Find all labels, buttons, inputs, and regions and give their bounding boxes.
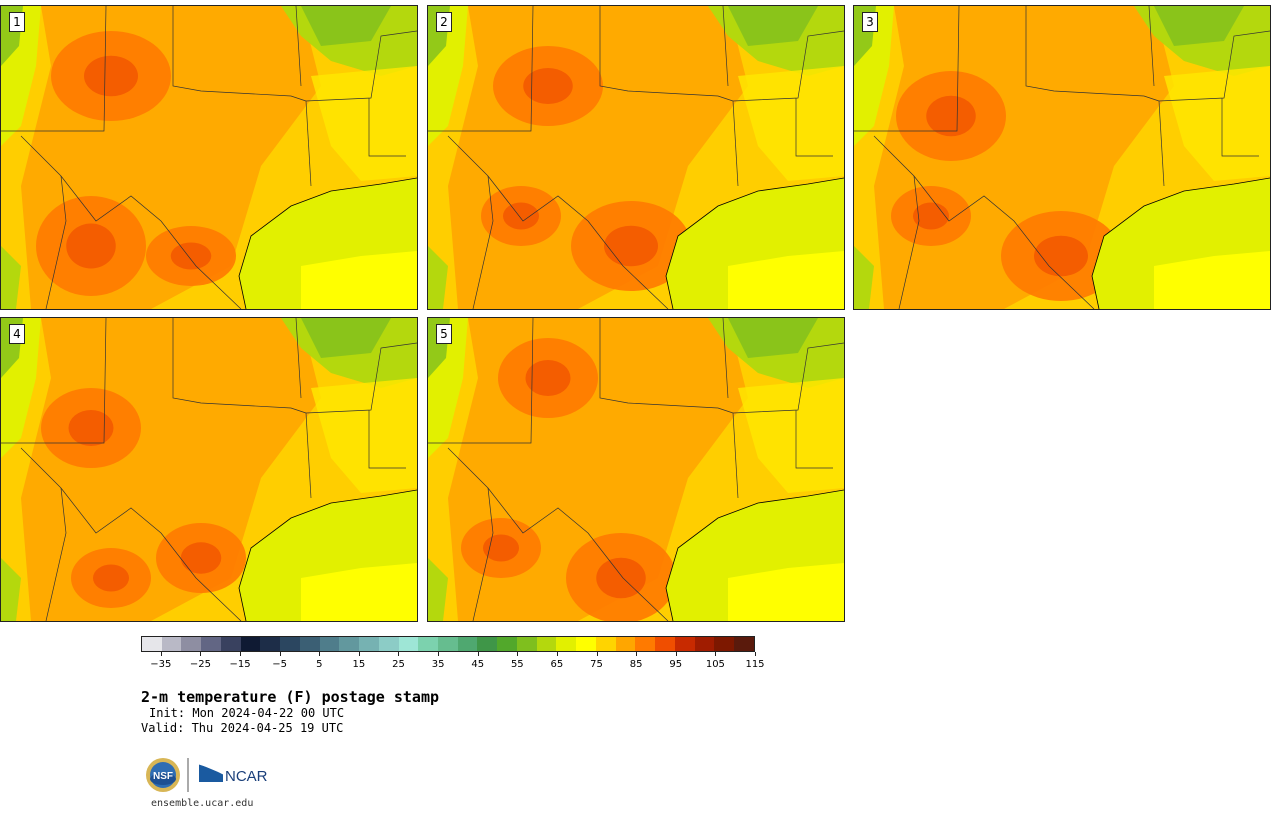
colorbar-swatch [674, 637, 695, 651]
colorbar-swatch [418, 637, 439, 651]
stamp-panel-5: 5 [427, 317, 845, 622]
colorbar-tick-label: 15 [352, 659, 366, 670]
colorbar-tick [279, 652, 281, 656]
site-url: ensemble.ucar.edu [151, 798, 254, 809]
map-title: 2-m temperature (F) postage stamp [141, 688, 440, 706]
colorbar-tick [596, 652, 598, 656]
colorbar-swatch [181, 637, 202, 651]
colorbar-tick [319, 652, 321, 656]
colorbar-swatch [378, 637, 399, 651]
svg-text:NSF: NSF [153, 771, 173, 782]
colorbar-tick-label: −15 [229, 659, 251, 670]
nsf-logo-icon: NSF [146, 758, 180, 792]
colorbar-tick [160, 652, 162, 656]
colorbar-tick-label: 95 [669, 659, 683, 670]
stamp-panel-3: 3 [853, 5, 1271, 310]
init-time: Init: Mon 2024-04-22 00 UTC [149, 706, 345, 720]
colorbar-tick-label: −35 [150, 659, 172, 670]
colorbar-swatch [220, 637, 241, 651]
colorbar-tick [517, 652, 519, 656]
colorbar-tick [675, 652, 677, 656]
nsf-ncar-logo: NSF NCAR [143, 756, 273, 794]
panel-number-label: 3 [862, 12, 878, 32]
colorbar-swatch [398, 637, 419, 651]
colorbar-tick [715, 652, 717, 656]
colorbar-swatch [576, 637, 596, 651]
colorbar-tick [398, 652, 400, 656]
colorbar-tick [200, 652, 202, 656]
colorbar-tick-label: 25 [392, 659, 405, 670]
colorbar-swatch [694, 637, 715, 651]
temperature-colorbar [141, 636, 755, 652]
colorbar-swatch [359, 637, 379, 651]
panel-number-label: 2 [436, 12, 452, 32]
panel-number-label: 5 [436, 324, 452, 344]
colorbar-swatch [516, 637, 537, 651]
temperature-map [1, 318, 417, 621]
colorbar-swatch [615, 637, 636, 651]
colorbar-swatch [240, 637, 261, 651]
colorbar-swatch [714, 637, 735, 651]
colorbar-swatch [635, 637, 656, 651]
colorbar-tick-label: 65 [550, 659, 564, 670]
colorbar-swatch [595, 637, 616, 651]
colorbar-swatch [299, 637, 320, 651]
colorbar-swatch [734, 637, 754, 651]
valid-time: Valid: Thu 2024-04-25 19 UTC [141, 721, 344, 735]
colorbar-tick [755, 652, 756, 656]
colorbar-swatch [457, 637, 478, 651]
colorbar-tick-label: 55 [510, 659, 524, 670]
panel-number-label: 1 [9, 12, 25, 32]
colorbar-tick-label: 105 [705, 659, 725, 670]
colorbar-swatch [556, 637, 577, 651]
ncar-logo-icon: NCAR [198, 763, 268, 785]
colorbar-tick [438, 652, 440, 656]
temperature-map [1, 6, 417, 309]
colorbar-swatch [655, 637, 675, 651]
colorbar-swatch [142, 637, 162, 651]
colorbar-swatch [339, 637, 360, 651]
temperature-map [428, 318, 844, 621]
stamp-panel-4: 4 [0, 317, 418, 622]
colorbar-tick-label: −25 [189, 659, 211, 670]
colorbar-tick-label: 115 [745, 659, 765, 670]
colorbar-swatch [260, 637, 281, 651]
colorbar-swatch [477, 637, 498, 651]
colorbar-tick [358, 652, 360, 656]
panel-number-label: 4 [9, 324, 25, 344]
colorbar-swatch [280, 637, 300, 651]
colorbar-tick-label: 85 [629, 659, 643, 670]
colorbar-tick-label: −5 [272, 659, 288, 670]
stamp-panel-1: 1 [0, 5, 418, 310]
temperature-map [428, 6, 844, 309]
colorbar-swatch [536, 637, 557, 651]
colorbar-tick-label: 75 [590, 659, 603, 670]
colorbar-tick [240, 652, 242, 656]
colorbar-swatch [319, 637, 340, 651]
colorbar-swatch [161, 637, 182, 651]
colorbar-swatch [497, 637, 517, 651]
colorbar-tick [477, 652, 479, 656]
colorbar-tick-label: 35 [431, 659, 445, 670]
stamp-panel-2: 2 [427, 5, 845, 310]
colorbar-tick [556, 652, 558, 656]
temperature-map [854, 6, 1270, 309]
colorbar-tick-label: 45 [471, 659, 485, 670]
colorbar-tick [636, 652, 638, 656]
colorbar-tick-label: 5 [316, 659, 323, 670]
colorbar-swatch [201, 637, 221, 651]
colorbar-ticks: −35 −25 −15 −5 5 15 25 35 45 55 65 75 85 95 105 115 [141, 652, 765, 672]
colorbar-swatch [438, 637, 458, 651]
svg-text:NCAR: NCAR [225, 768, 268, 785]
